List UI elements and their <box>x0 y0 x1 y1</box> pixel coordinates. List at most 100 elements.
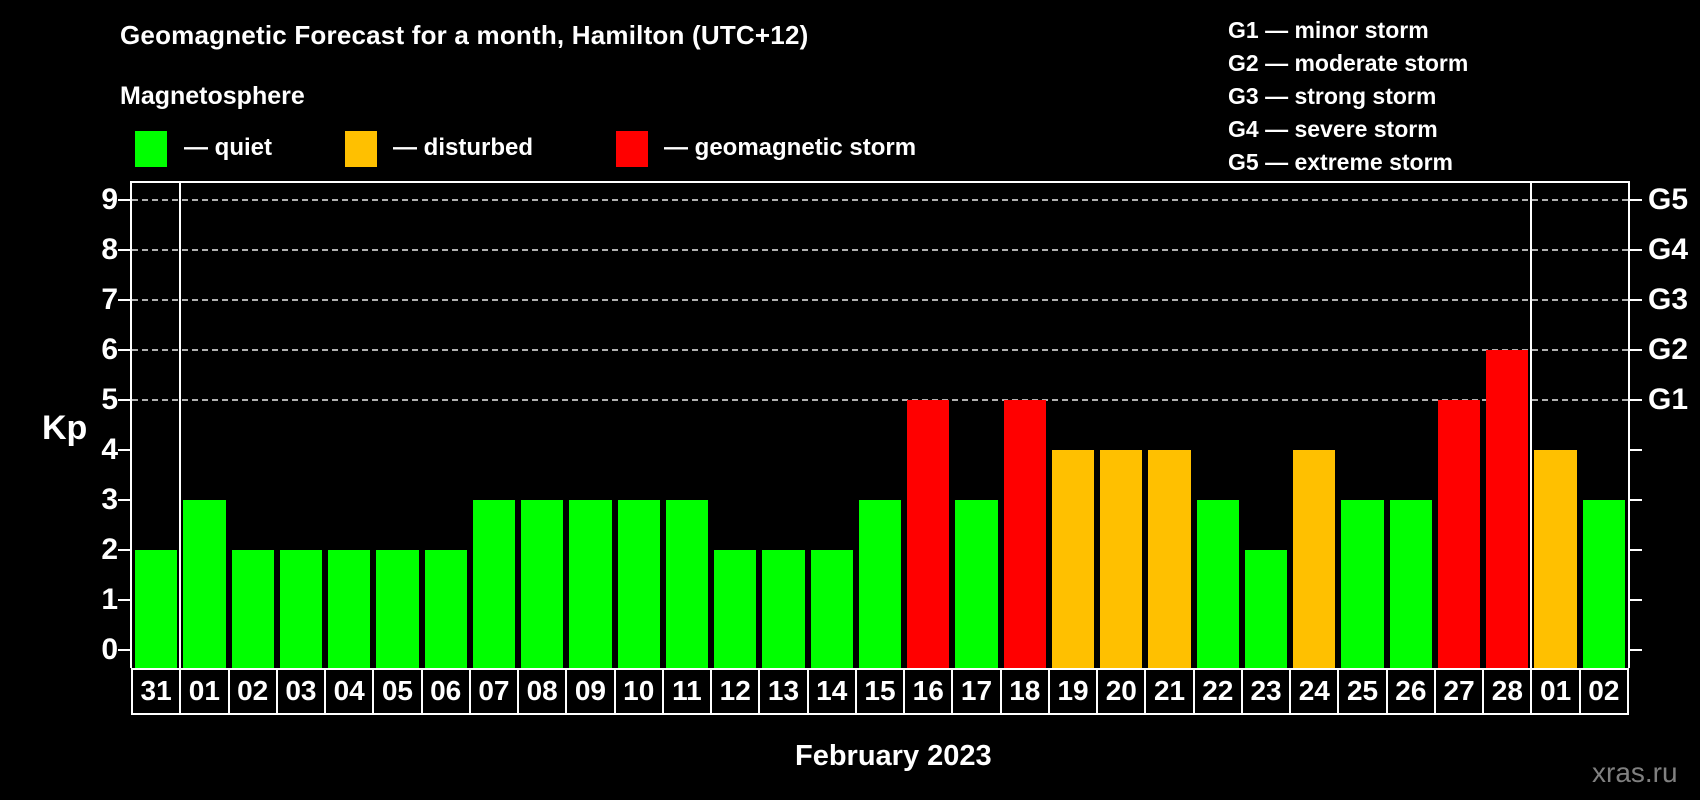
g-scale-label: G3 <box>1648 283 1689 316</box>
kp-bar <box>279 550 323 668</box>
kp-bar <box>1003 400 1046 668</box>
kp-bar <box>1051 450 1095 668</box>
gridline-kp9 <box>132 199 1628 201</box>
chart-title: Geomagnetic Forecast for a month, Hamilt… <box>120 20 809 50</box>
date-label: 11 <box>661 668 713 715</box>
date-label: 10 <box>613 668 664 715</box>
y-tick-label: 8 <box>101 233 118 266</box>
kp-bar <box>376 550 419 668</box>
y-tick-label: 9 <box>101 183 118 216</box>
right-tick-kp4 <box>1630 449 1642 451</box>
quiet-legend-label: — quiet <box>184 134 272 161</box>
left-tick-kp2 <box>118 549 130 551</box>
right-tick-kp6 <box>1630 349 1642 351</box>
date-label: 01 <box>1530 668 1581 715</box>
kp-bar <box>1196 500 1239 668</box>
kp-bar <box>1244 550 1288 668</box>
date-label: 19 <box>1047 668 1099 715</box>
kp-bar <box>1341 500 1384 668</box>
kp-bar <box>907 400 950 668</box>
kp-bar <box>231 550 274 668</box>
month-label: February 2023 <box>795 740 992 772</box>
date-label: 15 <box>854 668 906 715</box>
right-tick-kp3 <box>1630 499 1642 501</box>
left-tick-kp4 <box>118 449 130 451</box>
date-label: 08 <box>517 668 568 715</box>
date-label: 20 <box>1096 668 1147 715</box>
kp-bar <box>1437 400 1481 668</box>
quiet-swatch <box>135 131 167 167</box>
gridline-kp6 <box>132 349 1628 351</box>
magnetosphere-label: Magnetosphere <box>120 82 305 110</box>
date-label: 18 <box>999 668 1050 715</box>
date-label: 13 <box>758 668 809 715</box>
date-label: 07 <box>468 668 520 715</box>
kp-bar <box>135 550 178 668</box>
date-label: 28 <box>1482 668 1533 715</box>
kp-bar <box>521 500 564 668</box>
kp-bar <box>1534 450 1577 668</box>
storm-swatch <box>616 131 648 167</box>
left-tick-kp5 <box>118 399 130 401</box>
date-label: 05 <box>372 668 423 715</box>
storm-scale-legend: G1 — minor storm G2 — moderate storm G3 — … <box>1228 14 1468 179</box>
month-separator <box>1530 183 1533 668</box>
gridline-kp7 <box>132 299 1628 301</box>
y-tick-label: 0 <box>101 633 118 666</box>
right-tick-kp9 <box>1630 199 1642 201</box>
right-tick-kp0 <box>1630 649 1642 651</box>
kp-bar <box>1100 450 1143 668</box>
storm-legend-label: — geomagnetic storm <box>664 134 917 161</box>
g-scale-label: G1 <box>1648 383 1689 416</box>
date-label: 21 <box>1144 668 1195 715</box>
right-tick-kp2 <box>1630 549 1642 551</box>
date-label: 06 <box>420 668 471 715</box>
date-label: 09 <box>565 668 616 715</box>
kp-bar <box>569 500 612 668</box>
date-label: 17 <box>951 668 1002 715</box>
date-label: 27 <box>1433 668 1485 715</box>
y-tick-label: 5 <box>101 383 118 416</box>
y-axis-title: Kp <box>42 409 88 447</box>
g-scale-label: G5 <box>1648 183 1689 216</box>
y-tick-label: 4 <box>101 433 118 466</box>
left-tick-kp8 <box>118 249 130 251</box>
y-tick-label: 3 <box>101 483 118 516</box>
kp-bar <box>858 500 902 668</box>
kp-bar <box>762 550 805 668</box>
right-tick-kp8 <box>1630 249 1642 251</box>
date-label: 12 <box>710 668 761 715</box>
right-tick-kp7 <box>1630 299 1642 301</box>
date-label: 04 <box>324 668 375 715</box>
month-separator <box>179 183 182 668</box>
kp-bar <box>665 500 709 668</box>
kp-bar <box>328 550 371 668</box>
kp-bar <box>714 550 757 668</box>
date-label: 02 <box>1578 668 1629 715</box>
kp-bar <box>183 500 226 668</box>
y-tick-label: 7 <box>101 283 118 316</box>
date-label: 26 <box>1385 668 1436 715</box>
left-tick-kp6 <box>118 349 130 351</box>
left-tick-kp9 <box>118 199 130 201</box>
date-label: 24 <box>1289 668 1340 715</box>
y-axis-line <box>130 181 132 668</box>
y-tick-label: 1 <box>101 583 118 616</box>
watermark: xras.ru <box>1592 757 1678 788</box>
kp-bar <box>955 500 998 668</box>
kp-bar <box>617 500 660 668</box>
kp-bar <box>472 500 516 668</box>
g-scale-label: G4 <box>1648 233 1689 266</box>
left-tick-kp7 <box>118 299 130 301</box>
right-tick-kp1 <box>1630 599 1642 601</box>
date-label: 16 <box>903 668 954 715</box>
storm-scale-item: G4 — severe storm <box>1228 116 1438 142</box>
date-label: 14 <box>806 668 857 715</box>
kp-bar <box>424 550 467 668</box>
storm-scale-item: G5 — extreme storm <box>1228 149 1453 175</box>
kp-bar <box>1293 450 1336 668</box>
date-label: 22 <box>1192 668 1243 715</box>
kp-bar <box>1148 450 1191 668</box>
storm-scale-item: G2 — moderate storm <box>1228 50 1469 76</box>
